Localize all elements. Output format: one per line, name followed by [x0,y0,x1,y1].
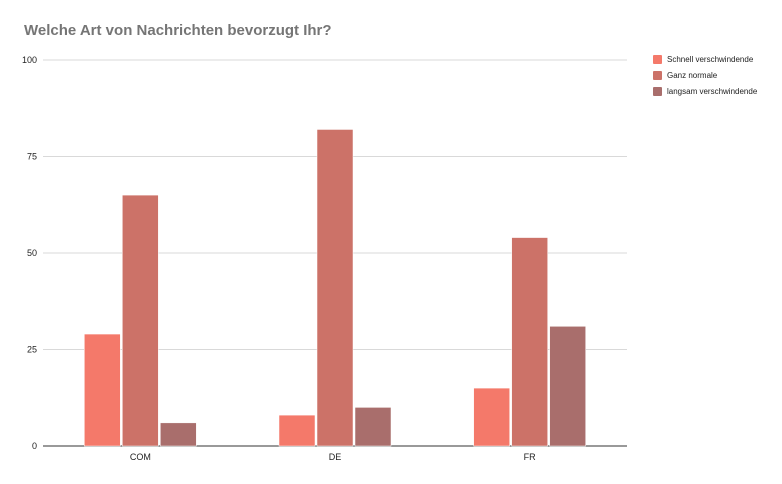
bar-fr-series-1[interactable] [473,387,510,447]
bar-fr-series-2[interactable] [511,237,548,447]
bar-com-series-3[interactable] [160,422,197,447]
x-tick-label: DE [329,452,342,462]
legend: Schnell verschwindende Ganz normale langsa… [653,52,757,100]
y-tick-label: 50 [27,248,37,258]
legend-label: Ganz normale [667,71,718,80]
legend-item[interactable]: langsam verschwindende [653,84,757,99]
bar-de-series-2[interactable] [316,129,354,447]
x-tick-label: COM [130,452,151,462]
bar-com-series-1[interactable] [84,333,121,447]
x-tick-label: FR [524,452,536,462]
chart-title: Welche Art von Nachrichten bevorzugt Ihr… [24,22,332,39]
bar-de-series-3[interactable] [354,407,392,447]
legend-item[interactable]: Schnell verschwindende [653,52,757,67]
legend-item[interactable]: Ganz normale [653,68,757,83]
legend-swatch [653,71,662,80]
legend-swatch [653,87,662,96]
legend-swatch [653,55,662,64]
legend-label: Schnell verschwindende [667,55,754,64]
y-tick-label: 25 [27,345,37,355]
y-tick-label: 100 [22,55,37,65]
legend-label: langsam verschwindende [667,87,758,96]
bar-fr-series-3[interactable] [549,326,586,447]
bar-com-series-2[interactable] [122,194,159,447]
y-tick-label: 75 [27,152,37,162]
y-tick-label: 0 [32,441,37,451]
bar-de-series-1[interactable] [278,414,316,447]
